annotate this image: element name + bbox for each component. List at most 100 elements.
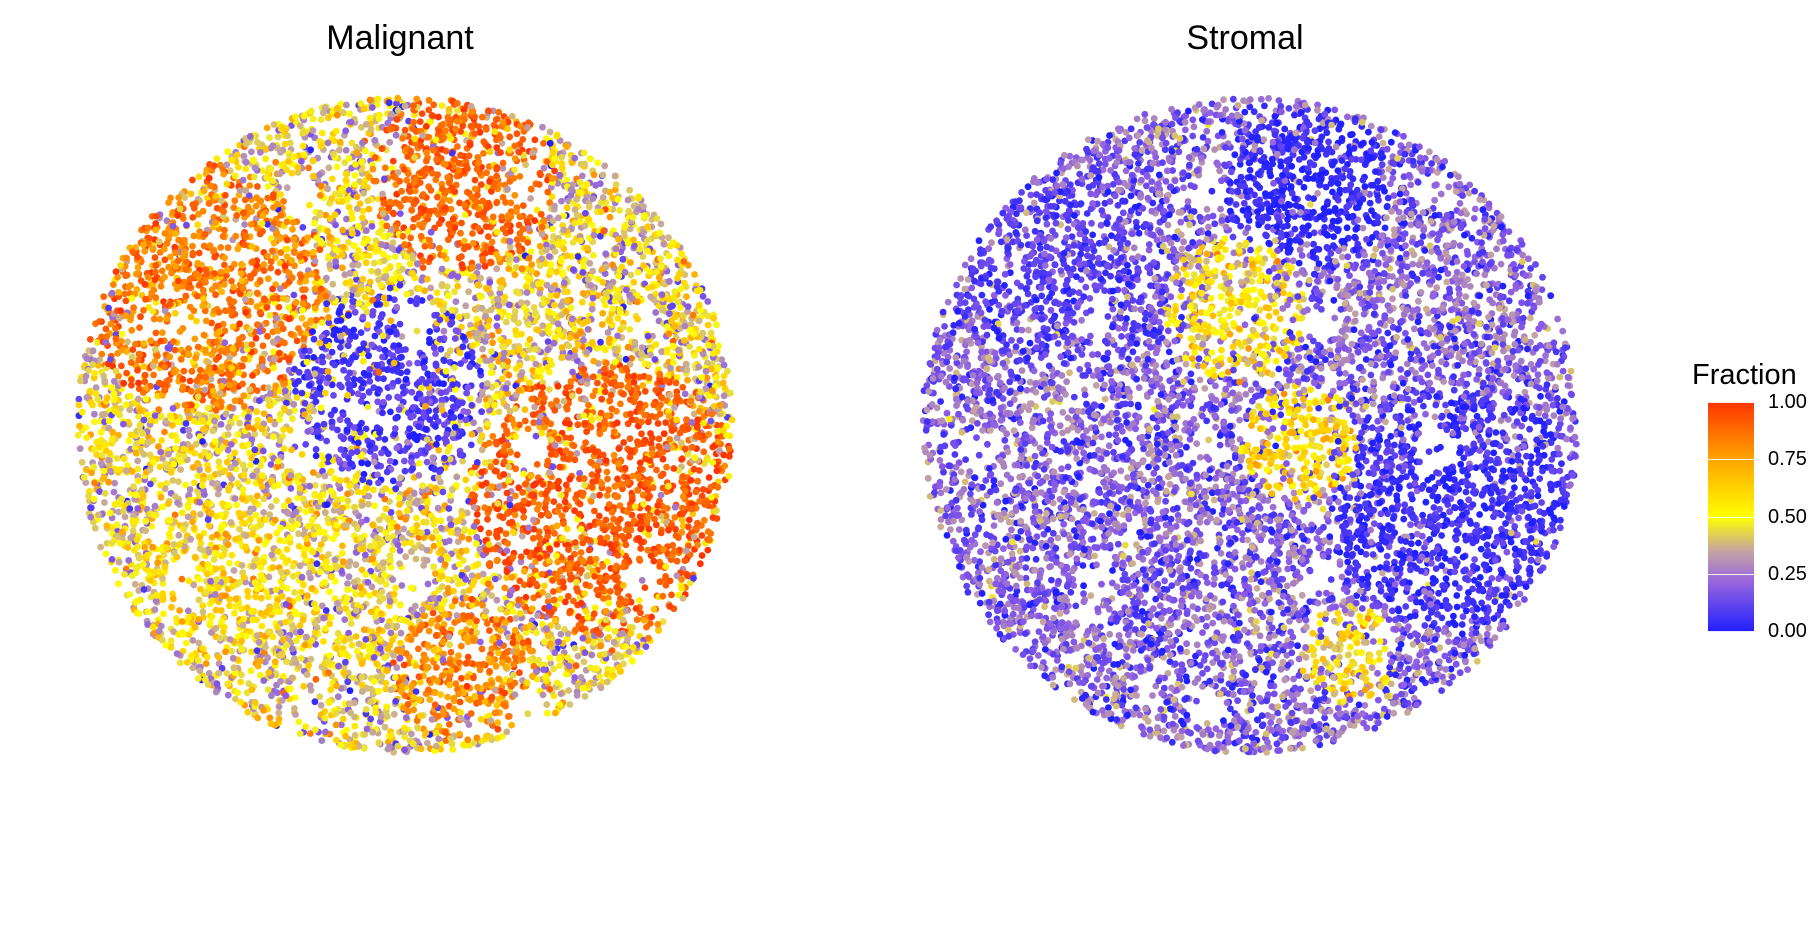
cell-point <box>419 264 427 271</box>
cell-point <box>105 478 112 486</box>
cell-point <box>561 626 568 633</box>
cell-point <box>265 573 273 581</box>
cell-point <box>286 139 294 147</box>
cell-point <box>301 400 309 407</box>
cell-point <box>657 529 665 537</box>
cell-point <box>318 129 326 137</box>
cell-point <box>619 255 627 263</box>
cell-point <box>414 359 421 367</box>
cell-point <box>449 746 457 753</box>
cell-point <box>665 310 673 318</box>
cell-point <box>365 371 373 379</box>
cell-point <box>192 402 200 409</box>
cell-point <box>266 714 274 722</box>
cell-point <box>440 357 448 365</box>
cell-point <box>408 548 415 556</box>
cell-point <box>444 236 452 244</box>
cell-point <box>466 619 473 626</box>
cell-point <box>534 506 541 513</box>
cell-point <box>626 453 634 461</box>
cell-point <box>539 123 546 131</box>
cell-point <box>75 395 83 403</box>
cell-point <box>554 623 562 630</box>
cell-point <box>291 242 299 249</box>
cell-point <box>302 441 310 448</box>
cell-point <box>158 267 166 275</box>
cell-point <box>478 645 486 653</box>
cell-point <box>718 356 726 363</box>
cell-point <box>585 216 593 224</box>
cell-point <box>562 670 570 678</box>
cell-point <box>627 271 635 279</box>
cell-point <box>588 483 596 491</box>
cell-point <box>339 542 346 550</box>
cell-point <box>245 680 253 687</box>
cell-point <box>295 325 302 332</box>
cell-point <box>602 250 610 258</box>
cell-point <box>202 317 210 325</box>
cell-point <box>683 416 690 424</box>
cell-point <box>237 678 245 686</box>
cell-point <box>494 719 502 727</box>
cell-point <box>615 525 623 532</box>
cell-point <box>184 607 192 615</box>
cell-point <box>471 622 479 630</box>
cell-point <box>157 337 165 345</box>
cell-point <box>152 262 160 269</box>
cell-point <box>420 562 428 569</box>
cell-point <box>529 534 537 542</box>
cell-point <box>519 489 526 496</box>
cell-point <box>627 526 635 534</box>
cell-point <box>231 609 238 617</box>
cell-point <box>550 233 557 240</box>
cell-point <box>76 422 83 430</box>
cell-point <box>127 381 135 389</box>
cell-point <box>580 475 588 483</box>
cell-point <box>130 304 138 311</box>
cell-point <box>390 748 397 756</box>
cell-point <box>542 241 550 249</box>
cell-point <box>307 146 314 154</box>
cell-point <box>537 171 544 179</box>
cell-point <box>619 616 627 624</box>
cell-point <box>596 491 603 499</box>
cell-point <box>429 609 437 617</box>
cell-point <box>546 640 554 648</box>
cell-point <box>562 481 570 489</box>
cell-point <box>544 338 552 346</box>
cell-point <box>266 311 274 319</box>
cell-point <box>484 183 491 191</box>
cell-point <box>349 354 356 361</box>
cell-point <box>212 193 220 200</box>
cell-point <box>665 234 672 242</box>
cell-point <box>392 414 400 422</box>
cell-point <box>346 558 354 565</box>
cell-point <box>401 467 409 475</box>
cell-point <box>287 485 295 492</box>
cell-point <box>424 499 431 507</box>
cell-point <box>434 474 442 481</box>
cell-point <box>684 308 691 315</box>
cell-point <box>244 203 252 211</box>
cell-point <box>522 161 529 169</box>
cell-point <box>374 471 381 479</box>
cell-point <box>186 432 193 440</box>
cell-point <box>673 557 681 565</box>
cell-point <box>232 414 240 422</box>
cell-point <box>187 190 195 198</box>
cell-point <box>183 639 190 647</box>
cell-point <box>385 394 393 401</box>
cell-point <box>611 172 619 180</box>
cell-point <box>659 279 667 287</box>
cell-point <box>442 147 450 155</box>
cell-point <box>571 507 578 515</box>
cell-point <box>543 701 551 708</box>
cell-point <box>339 707 347 715</box>
cell-point <box>345 360 353 368</box>
cell-point <box>253 387 261 394</box>
cell-point <box>324 515 332 523</box>
cell-point <box>351 172 359 179</box>
cell-point <box>620 439 628 446</box>
cell-point <box>694 477 701 485</box>
cell-point <box>720 392 728 400</box>
